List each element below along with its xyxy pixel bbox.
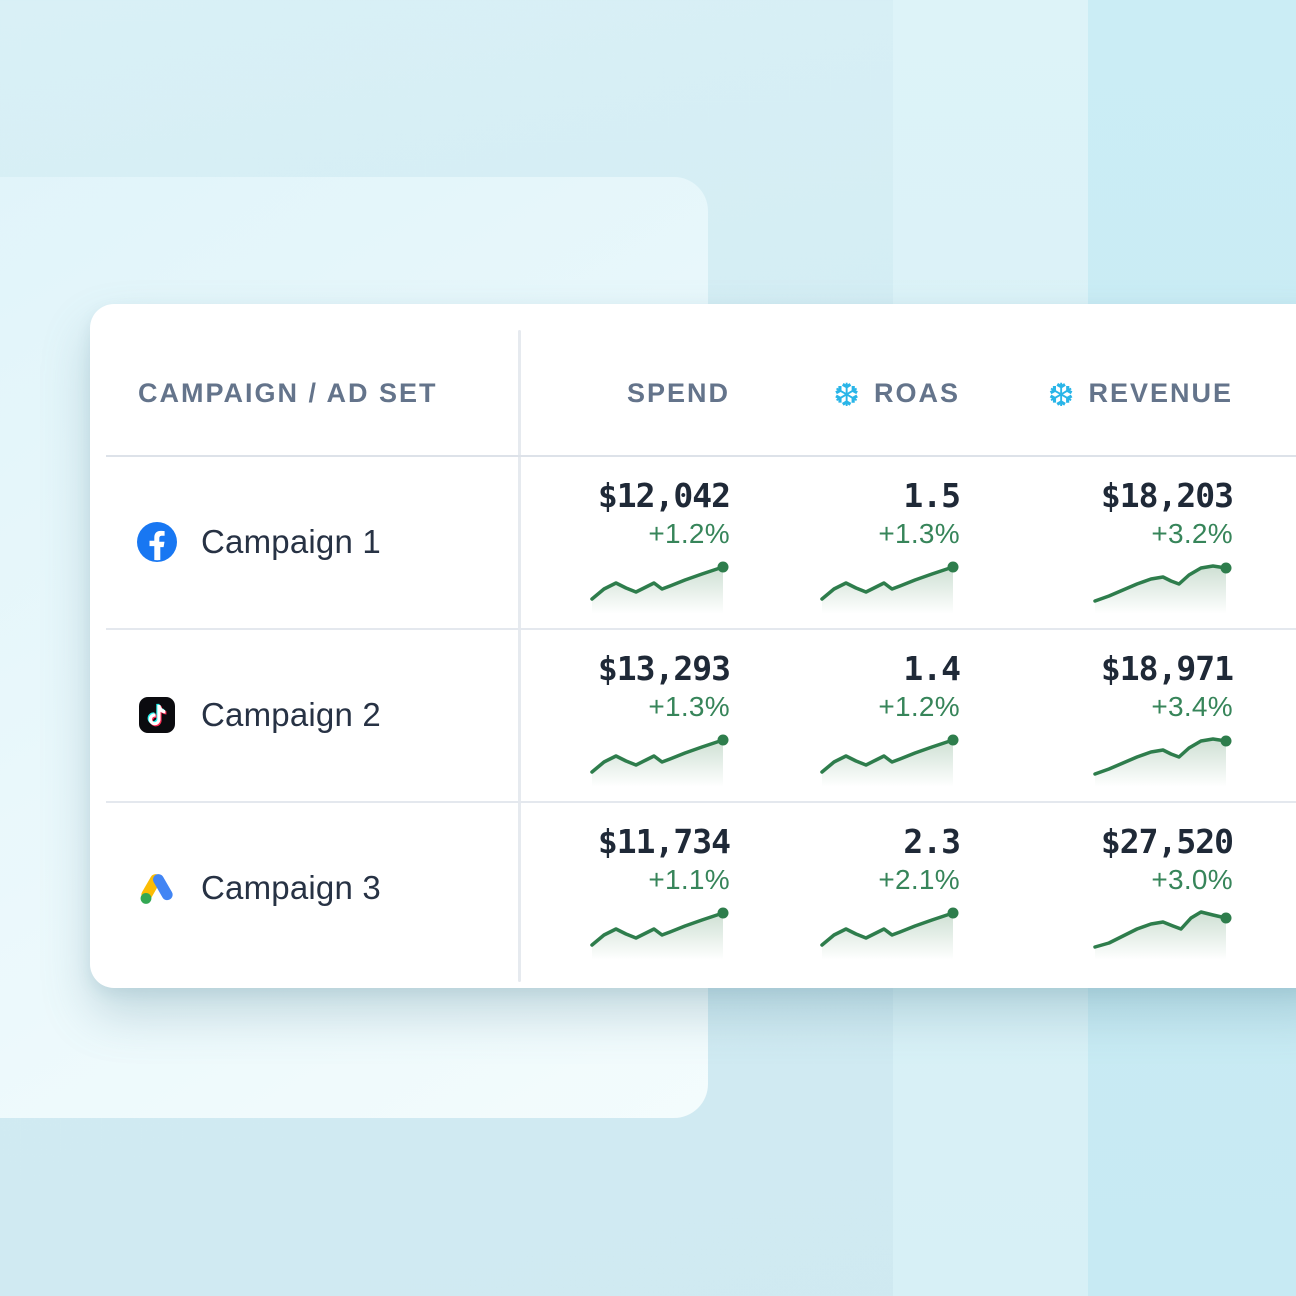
cell-spend-campaign-2[interactable]: $13,293 +1.3% — [518, 628, 731, 801]
spend-sparkline — [590, 732, 730, 787]
roas-change: +2.1% — [878, 864, 960, 896]
column-header-revenue-label: REVENUE — [1088, 378, 1233, 408]
revenue-change: +3.2% — [1151, 518, 1233, 550]
snowflake-icon: ❆ — [1047, 375, 1075, 414]
spend-value: $12,042 — [597, 476, 731, 516]
campaign-name: Campaign 1 — [201, 522, 381, 560]
revenue-value: $18,203 — [1100, 476, 1234, 516]
spend-change: +1.1% — [648, 864, 730, 896]
roas-value: 1.5 — [903, 476, 961, 516]
snowflake-icon: ❆ — [833, 375, 860, 414]
column-header-roas[interactable]: ❆ ROAS — [730, 304, 960, 455]
column-header-spend[interactable]: SPEND — [518, 304, 730, 455]
revenue-sparkline — [1093, 559, 1233, 614]
cell-revenue-campaign-1[interactable]: $18,203 +3.2% — [960, 455, 1234, 628]
tiktok-icon — [137, 695, 177, 735]
column-header-spend-label: SPEND — [626, 378, 730, 408]
revenue-change: +3.4% — [1151, 691, 1233, 723]
column-divider — [518, 330, 521, 982]
campaign-table-card: CAMPAIGN / AD SET SPEND ❆ ROAS ❆ REVENUE… — [90, 304, 1296, 988]
spend-change: +1.3% — [648, 691, 730, 723]
row-spacer — [1233, 455, 1296, 628]
roas-change: +1.2% — [878, 691, 960, 723]
cell-roas-campaign-1[interactable]: 1.5 +1.3% — [730, 455, 961, 628]
revenue-sparkline — [1093, 905, 1233, 960]
cell-roas-campaign-2[interactable]: 1.4 +1.2% — [730, 628, 961, 801]
roas-sparkline — [820, 559, 960, 614]
cell-spend-campaign-3[interactable]: $11,734 +1.1% — [518, 801, 731, 974]
spend-value: $11,734 — [597, 822, 731, 862]
table-row-campaign-2-name[interactable]: Campaign 2 — [90, 628, 518, 801]
roas-value: 1.4 — [903, 649, 961, 689]
campaign-name: Campaign 2 — [201, 695, 381, 733]
roas-sparkline — [820, 732, 960, 787]
google-ads-icon — [137, 868, 177, 908]
cell-revenue-campaign-3[interactable]: $27,520 +3.0% — [960, 801, 1234, 974]
roas-sparkline — [820, 905, 960, 960]
spend-change: +1.2% — [648, 518, 730, 550]
table-row-campaign-1-name[interactable]: Campaign 1 — [90, 455, 518, 628]
revenue-value: $18,971 — [1100, 649, 1234, 689]
row-divider — [106, 801, 1296, 803]
revenue-sparkline — [1093, 732, 1233, 787]
row-spacer — [1233, 801, 1296, 974]
revenue-value: $27,520 — [1100, 822, 1234, 862]
cell-revenue-campaign-2[interactable]: $18,971 +3.4% — [960, 628, 1234, 801]
row-divider — [106, 628, 1296, 630]
roas-change: +1.3% — [878, 518, 960, 550]
table-row-campaign-3-name[interactable]: Campaign 3 — [90, 801, 518, 974]
column-header-roas-label: ROAS — [873, 378, 960, 408]
header-divider — [106, 455, 1296, 457]
facebook-icon — [137, 521, 177, 562]
cell-spend-campaign-1[interactable]: $12,042 +1.2% — [518, 455, 731, 628]
spend-value: $13,293 — [597, 649, 731, 689]
revenue-change: +3.0% — [1151, 864, 1233, 896]
spend-sparkline — [590, 559, 730, 614]
spend-sparkline — [590, 905, 730, 960]
header-spacer — [1233, 304, 1296, 455]
row-spacer — [1233, 628, 1296, 801]
roas-value: 2.3 — [903, 822, 961, 862]
cell-roas-campaign-3[interactable]: 2.3 +2.1% — [730, 801, 961, 974]
campaign-name: Campaign 3 — [201, 868, 381, 906]
column-header-revenue[interactable]: ❆ REVENUE — [960, 304, 1233, 455]
column-header-campaign[interactable]: CAMPAIGN / AD SET — [138, 378, 438, 408]
